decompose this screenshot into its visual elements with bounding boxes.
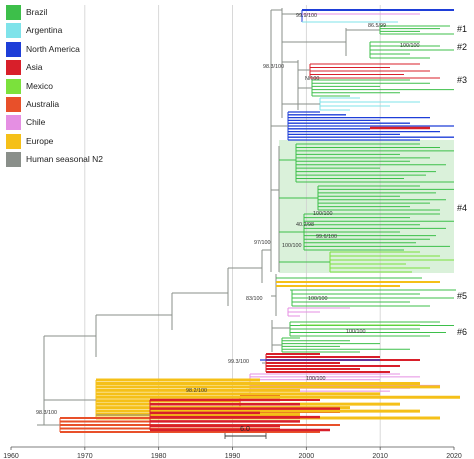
tree-branches bbox=[37, 8, 460, 433]
legend-item: Mexico bbox=[6, 78, 126, 95]
legend-label: Australia bbox=[26, 98, 60, 109]
support-value: 99.9/100 bbox=[296, 13, 317, 19]
support-value: 100/100 bbox=[346, 329, 366, 335]
legend-item: Australia bbox=[6, 96, 126, 113]
legend-label: Chile bbox=[26, 117, 46, 128]
legend-item: Human seasonal N2 bbox=[6, 151, 126, 168]
support-value: 86.5/99 bbox=[368, 23, 386, 29]
legend-label: Asia bbox=[26, 62, 43, 73]
legend-label: Brazil bbox=[26, 7, 48, 17]
support-value: 83/100 bbox=[246, 296, 263, 302]
support-value: 100/100 bbox=[313, 211, 333, 217]
time-grid-lines bbox=[84, 5, 381, 447]
legend-label: Europe bbox=[26, 135, 54, 146]
support-value: N/100 bbox=[305, 76, 319, 82]
support-value: 98.2/100 bbox=[186, 388, 207, 394]
support-value: 99.6/100 bbox=[316, 234, 337, 240]
legend-label: North America bbox=[26, 43, 80, 54]
scale-bar-label: 6.0 bbox=[240, 426, 250, 433]
legend-swatch bbox=[6, 5, 21, 20]
legend: Brazil Argentina North America Asia Mexico Au… bbox=[6, 4, 126, 170]
time-axis: 1960 1970 1980 1990 2000 2010 2020 bbox=[3, 446, 462, 459]
support-value: 100/100 bbox=[306, 376, 326, 382]
legend-swatch bbox=[6, 133, 21, 149]
axis-tick-label: 1960 bbox=[3, 453, 19, 459]
legend-item: North America bbox=[6, 41, 126, 58]
legend-swatch bbox=[6, 152, 21, 168]
legend-item: Argentina bbox=[6, 22, 126, 39]
clade-label: #3 bbox=[457, 75, 467, 85]
legend-swatch bbox=[6, 78, 21, 94]
clade-label: #5 bbox=[457, 291, 467, 301]
legend-swatch bbox=[6, 115, 21, 131]
support-value: 100/100 bbox=[282, 243, 302, 249]
legend-label: Argentina bbox=[26, 25, 63, 36]
support-values: 99.9/100 86.5/99 100/100 98.3/100 N/100 40.2/… bbox=[36, 13, 420, 416]
support-value: 100/100 bbox=[308, 296, 328, 302]
clade-labels: #1 #2 #3 #4 #5 #6 bbox=[457, 24, 467, 337]
support-value: 100/100 bbox=[400, 43, 420, 49]
clade-label: #2 bbox=[457, 42, 467, 52]
legend-label: Human seasonal N2 bbox=[26, 154, 104, 165]
legend-swatch bbox=[6, 23, 21, 39]
clade-label: #4 bbox=[457, 203, 467, 213]
legend-swatch bbox=[6, 96, 21, 112]
scale-bar: 6.0 bbox=[224, 426, 267, 439]
legend-item: Chile bbox=[6, 114, 126, 131]
axis-tick-label: 1990 bbox=[225, 453, 241, 459]
legend-swatch bbox=[6, 41, 21, 57]
support-value: 98.3/100 bbox=[263, 64, 284, 70]
support-value: 97/100 bbox=[254, 240, 271, 246]
axis-tick-label: 2000 bbox=[299, 453, 315, 459]
legend-item: Europe bbox=[6, 133, 126, 150]
legend-label: Mexico bbox=[26, 80, 53, 91]
support-value: 40.2/98 bbox=[296, 222, 314, 228]
axis-tick-label: 1970 bbox=[77, 453, 93, 459]
legend-item: Asia bbox=[6, 59, 126, 76]
support-value: 98.3/100 bbox=[36, 410, 57, 416]
axis-tick-label: 1980 bbox=[151, 453, 167, 459]
support-value: 99.3/100 bbox=[228, 359, 249, 365]
axis-tick-label: 2010 bbox=[372, 453, 388, 459]
axis-tick-label: 2020 bbox=[446, 453, 462, 459]
legend-swatch bbox=[6, 60, 21, 76]
legend-item: Brazil bbox=[6, 4, 126, 21]
clade-label: #6 bbox=[457, 327, 467, 337]
clade-label: #1 bbox=[457, 24, 467, 34]
